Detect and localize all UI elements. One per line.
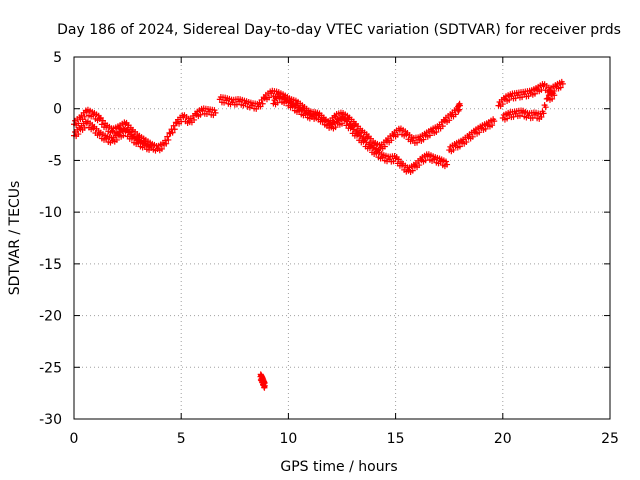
data-point-track-c bbox=[446, 117, 453, 124]
data-point-track-d bbox=[442, 158, 449, 165]
data-point-track-a bbox=[122, 121, 129, 128]
data-point-track-e bbox=[491, 118, 498, 125]
data-point-track-f bbox=[531, 90, 538, 97]
data-point-track-g bbox=[549, 95, 556, 102]
data-point-track-a bbox=[164, 133, 171, 140]
data-point-track-e bbox=[476, 129, 483, 136]
data-point-track-e bbox=[489, 122, 496, 129]
data-point-track-c bbox=[426, 132, 433, 139]
data-point-track-d bbox=[392, 155, 399, 162]
x-tick-label: 20 bbox=[494, 431, 512, 447]
x-tick-label: 10 bbox=[279, 431, 297, 447]
data-point-track-c bbox=[456, 106, 463, 113]
data-point-track-b bbox=[75, 131, 82, 138]
data-point-track-a bbox=[163, 140, 170, 147]
y-tick-label: -15 bbox=[39, 257, 62, 273]
data-point-track-b bbox=[122, 128, 129, 135]
data-point-track-d bbox=[339, 120, 345, 127]
x-tick-label: 0 bbox=[70, 431, 79, 447]
data-point-track-c bbox=[455, 107, 462, 114]
data-point-track-a bbox=[165, 136, 172, 143]
y-axis-label: SDTVAR / TECUs bbox=[7, 181, 23, 296]
data-point-track-c bbox=[381, 143, 388, 150]
data-point-track-c bbox=[351, 122, 358, 129]
x-tick-label: 5 bbox=[177, 431, 186, 447]
data-point-track-d bbox=[416, 162, 423, 169]
data-point-track-a bbox=[171, 126, 178, 133]
axis-layer: 0 5 10 15 20 25 -30 -25 -20 -15 -10 -5 0 5 bbox=[39, 50, 619, 447]
data-point-track-a bbox=[158, 145, 165, 152]
y-tick-label: -25 bbox=[39, 360, 62, 376]
data-point-track-c bbox=[439, 123, 446, 130]
y-tick-label: -20 bbox=[39, 309, 62, 325]
data-point-track-g bbox=[538, 113, 545, 120]
y-tick-label: -10 bbox=[39, 205, 62, 221]
data-point-track-c bbox=[266, 94, 273, 101]
data-point-track-e bbox=[469, 133, 476, 140]
data-point-track-e bbox=[456, 143, 463, 150]
data-point-track-b bbox=[147, 142, 154, 149]
x-tick-label: 25 bbox=[601, 431, 619, 447]
data-point-track-b bbox=[120, 132, 127, 139]
data-point-track-d bbox=[274, 99, 281, 106]
data-point-track-g bbox=[542, 104, 549, 111]
data-point-track-g bbox=[551, 92, 558, 99]
x-axis-label: GPS time / hours bbox=[280, 459, 397, 475]
y-tick-label: -30 bbox=[39, 412, 62, 428]
data-point-track-a bbox=[212, 109, 219, 116]
data-point-track-b bbox=[148, 145, 155, 152]
data-point-track-a bbox=[75, 120, 82, 127]
data-point-track-a bbox=[191, 116, 198, 123]
data-point-track-d bbox=[444, 161, 451, 168]
data-point-track-a bbox=[169, 129, 176, 136]
data-point-track-c bbox=[452, 111, 459, 118]
data-point-track-d bbox=[313, 115, 320, 122]
data-point-track-a bbox=[81, 113, 88, 120]
data-point-outlier bbox=[261, 382, 268, 389]
data-point-track-a bbox=[211, 107, 218, 114]
y-tick-label: 5 bbox=[53, 50, 62, 66]
data-points-layer bbox=[71, 78, 566, 391]
y-tick-label: 0 bbox=[53, 102, 62, 118]
data-point-track-e bbox=[450, 146, 457, 153]
data-point-track-c bbox=[456, 102, 463, 109]
data-point-track-e bbox=[463, 138, 470, 145]
data-point-track-c bbox=[433, 128, 440, 135]
chart-title: Day 186 of 2024, Sidereal Day-to-day VTE… bbox=[57, 22, 621, 38]
data-point-track-d bbox=[332, 124, 339, 131]
data-point-track-f bbox=[499, 101, 506, 108]
data-point-track-a bbox=[96, 116, 103, 123]
data-point-track-g bbox=[540, 110, 547, 117]
data-point-track-a bbox=[120, 125, 127, 132]
x-tick-label: 15 bbox=[387, 431, 405, 447]
data-point-track-a bbox=[197, 111, 204, 118]
data-point-track-c bbox=[420, 136, 427, 143]
data-point-track-f bbox=[557, 84, 564, 91]
data-point-track-c bbox=[364, 134, 371, 141]
data-point-track-c bbox=[388, 137, 395, 144]
data-point-track-a bbox=[170, 122, 177, 129]
plot-frame bbox=[73, 56, 611, 420]
data-point-track-f bbox=[506, 96, 513, 103]
data-point-track-f bbox=[559, 80, 566, 87]
data-point-track-d bbox=[347, 125, 354, 132]
data-point-track-b bbox=[113, 136, 120, 143]
data-point-track-c bbox=[259, 100, 266, 107]
y-tick-label: -5 bbox=[48, 153, 62, 169]
data-point-track-g bbox=[504, 115, 511, 122]
data-point-track-d bbox=[341, 117, 348, 124]
data-point-track-d bbox=[409, 167, 416, 174]
data-point-track-e bbox=[482, 125, 489, 132]
